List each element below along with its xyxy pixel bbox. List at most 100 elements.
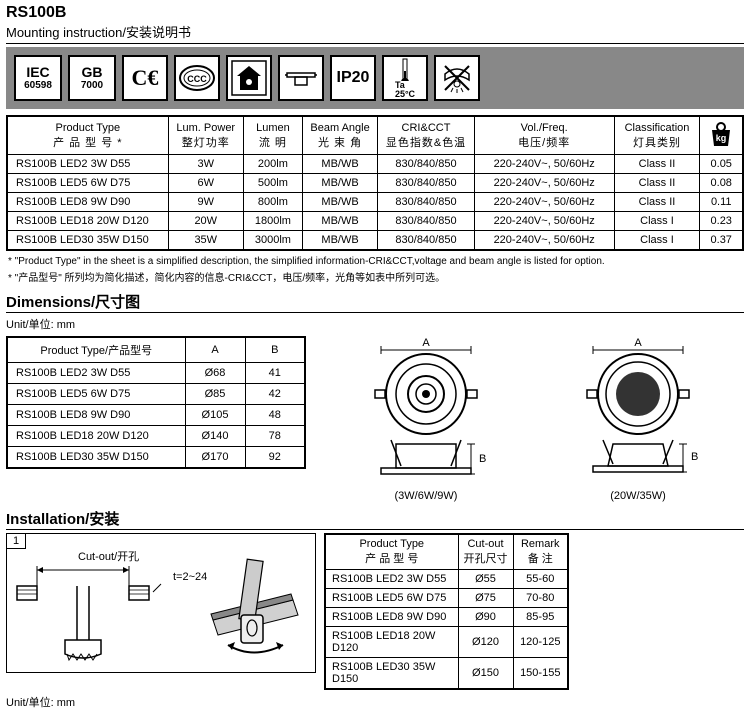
cell-pt: RS100B LED5 6W D75 bbox=[7, 174, 168, 193]
cert-iec: IEC 60598 bbox=[14, 55, 62, 101]
cell-cl: Class II bbox=[614, 193, 700, 212]
diagram-right-label: (20W/35W) bbox=[573, 490, 703, 502]
cell-cc: 830/840/850 bbox=[378, 174, 475, 193]
cell-pt: RS100B LED18 20W D120 bbox=[325, 627, 458, 658]
table-row: RS100B LED5 6W D75Ø7570-80 bbox=[325, 589, 568, 608]
ch-rm-en: Remark bbox=[518, 538, 564, 550]
cell-cl: Class I bbox=[614, 231, 700, 251]
dim-b-label-right: B bbox=[691, 451, 698, 463]
h-lm-en: Lumen bbox=[248, 122, 298, 134]
cell-lm: 1800lm bbox=[243, 212, 302, 231]
cell-co: Ø120 bbox=[458, 627, 513, 658]
cert-ccc: CCC bbox=[174, 55, 220, 101]
cell-cc: 830/840/850 bbox=[378, 231, 475, 251]
svg-text:kg: kg bbox=[716, 133, 727, 143]
cell-pt: RS100B LED5 6W D75 bbox=[7, 384, 185, 405]
cell-pt: RS100B LED18 20W D120 bbox=[7, 426, 185, 447]
dim-h-pt: Product Type/产品型号 bbox=[7, 337, 185, 363]
cell-lp: 9W bbox=[168, 193, 243, 212]
cell-cl: Class II bbox=[614, 155, 700, 174]
cert-gb-l2: 7000 bbox=[81, 81, 103, 91]
table-row: RS100B LED8 9W D90Ø10548 bbox=[7, 405, 305, 426]
no-cover-icon bbox=[439, 60, 475, 96]
cutout-tbody: RS100B LED2 3W D55Ø5555-60RS100B LED5 6W… bbox=[325, 570, 568, 690]
h-pt-cn: 产 品 型 号 * bbox=[12, 134, 164, 150]
ccc-icon: CCC bbox=[178, 63, 216, 93]
h-pt-en: Product Type bbox=[12, 122, 164, 134]
cell-co: Ø75 bbox=[458, 589, 513, 608]
dim-tbody: RS100B LED2 3W D55Ø6841RS100B LED5 6W D7… bbox=[7, 363, 305, 469]
downlight-side-icon-right: B bbox=[573, 436, 703, 486]
dimension-diagrams: A B (3W/6W/9 bbox=[320, 336, 744, 502]
cutout-table: Product Type产 品 型 号 Cut-out开孔尺寸 Remark备 … bbox=[324, 533, 569, 690]
cell-a: Ø68 bbox=[185, 363, 245, 384]
cell-pt: RS100B LED2 3W D55 bbox=[7, 155, 168, 174]
cert-ta: Ta25°C bbox=[382, 55, 428, 101]
cell-a: Ø105 bbox=[185, 405, 245, 426]
cell-a: Ø140 bbox=[185, 426, 245, 447]
dim-a-label-left: A bbox=[422, 337, 430, 349]
cell-pt: RS100B LED30 35W D150 bbox=[7, 231, 168, 251]
cell-lp: 20W bbox=[168, 212, 243, 231]
h-cc-en: CRI&CCT bbox=[382, 122, 470, 134]
cell-kg: 0.11 bbox=[700, 193, 743, 212]
footnote-en: * "Product Type" in the sheet is a simpl… bbox=[8, 255, 742, 268]
diagram-right: A B (20W/35W) bbox=[573, 336, 703, 502]
downlight-icon bbox=[283, 63, 319, 93]
cell-b: 92 bbox=[245, 447, 305, 469]
h-cl-cn: 灯具类别 bbox=[619, 134, 696, 150]
cell-kg: 0.05 bbox=[700, 155, 743, 174]
cell-pt: RS100B LED8 9W D90 bbox=[325, 608, 458, 627]
specs-header-row: Product Type产 品 型 号 * Lum. Power整灯功率 Lum… bbox=[7, 116, 743, 155]
cert-iec-l2: 60598 bbox=[24, 81, 52, 91]
cell-rm: 55-60 bbox=[513, 570, 568, 589]
cell-lp: 3W bbox=[168, 155, 243, 174]
h-lm-cn: 流 明 bbox=[248, 134, 298, 150]
cell-cc: 830/840/850 bbox=[378, 212, 475, 231]
table-row: RS100B LED5 6W D75Ø8542 bbox=[7, 384, 305, 405]
cell-ba: MB/WB bbox=[302, 193, 377, 212]
install-diagram-cutout: 1 Cut-out/开孔 t=2~24 bbox=[6, 533, 316, 673]
installation-row: 1 Cut-out/开孔 t=2~24 bbox=[6, 533, 744, 690]
cert-no-cover bbox=[434, 55, 480, 101]
cell-co: Ø150 bbox=[458, 658, 513, 690]
cell-ba: MB/WB bbox=[302, 155, 377, 174]
ce-mark: C€ bbox=[132, 65, 159, 91]
footnote-cn: * "产品型号" 所列均为简化描述，简化内容的信息-CRI&CCT，电压/频率，… bbox=[8, 272, 742, 285]
cell-b: 78 bbox=[245, 426, 305, 447]
cell-lp: 6W bbox=[168, 174, 243, 193]
table-row: RS100B LED18 20W D120Ø14078 bbox=[7, 426, 305, 447]
ch-rm-cn: 备 注 bbox=[518, 550, 564, 566]
specs-tbody: RS100B LED2 3W D553W200lmMB/WB830/840/85… bbox=[7, 155, 743, 251]
cert-indoor bbox=[226, 55, 272, 101]
dim-header-row: Product Type/产品型号 A B bbox=[7, 337, 305, 363]
house-icon bbox=[231, 60, 267, 96]
cell-pt: RS100B LED30 35W D150 bbox=[7, 447, 185, 469]
cell-cl: Class I bbox=[614, 212, 700, 231]
page-title: RS100B bbox=[6, 4, 744, 22]
h-lp-en: Lum. Power bbox=[173, 122, 239, 134]
cell-pt: RS100B LED2 3W D55 bbox=[7, 363, 185, 384]
thermometer-icon bbox=[399, 57, 411, 81]
cell-lp: 35W bbox=[168, 231, 243, 251]
thickness-label: t=2~24 bbox=[173, 571, 207, 583]
table-row: RS100B LED2 3W D553W200lmMB/WB830/840/85… bbox=[7, 155, 743, 174]
ta-text: Ta25°C bbox=[395, 81, 415, 99]
cell-vf: 220-240V~, 50/60Hz bbox=[474, 193, 614, 212]
table-row: RS100B LED30 35W D150Ø17092 bbox=[7, 447, 305, 469]
cell-pt: RS100B LED8 9W D90 bbox=[7, 193, 168, 212]
specs-table: Product Type产 品 型 号 * Lum. Power整灯功率 Lum… bbox=[6, 115, 744, 251]
cert-ip20: IP20 bbox=[330, 55, 376, 101]
dimensions-table: Product Type/产品型号 A B RS100B LED2 3W D55… bbox=[6, 336, 306, 469]
cell-kg: 0.37 bbox=[700, 231, 743, 251]
dim-a-label-right: A bbox=[634, 337, 642, 349]
cell-vf: 220-240V~, 50/60Hz bbox=[474, 155, 614, 174]
table-row: RS100B LED8 9W D90Ø9085-95 bbox=[325, 608, 568, 627]
table-row: RS100B LED30 35W D150Ø150150-155 bbox=[325, 658, 568, 690]
table-row: RS100B LED2 3W D55Ø6841 bbox=[7, 363, 305, 384]
table-row: RS100B LED18 20W D120Ø120120-125 bbox=[325, 627, 568, 658]
h-ba-en: Beam Angle bbox=[307, 122, 373, 134]
cell-lm: 200lm bbox=[243, 155, 302, 174]
downlight-top-icon: A bbox=[361, 336, 491, 436]
cutout-header-row: Product Type产 品 型 号 Cut-out开孔尺寸 Remark备 … bbox=[325, 534, 568, 570]
